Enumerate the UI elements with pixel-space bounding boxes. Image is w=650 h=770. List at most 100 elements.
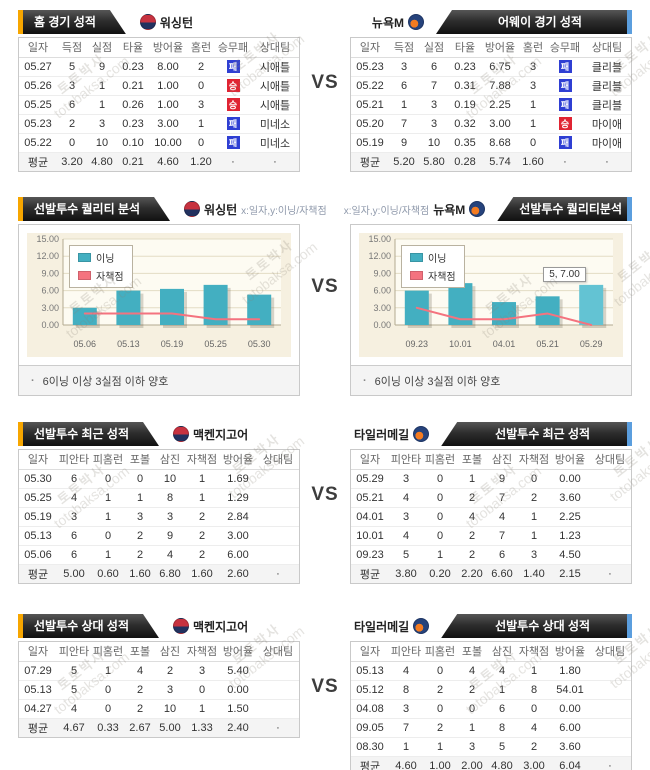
table-cell: 10 xyxy=(419,133,449,153)
table-cell: 3 xyxy=(419,95,449,115)
loss-badge: 패 xyxy=(226,136,240,149)
column-header: 상대팀 xyxy=(589,642,631,662)
table-cell: 8.68 xyxy=(481,133,519,153)
table-cell: 평균 xyxy=(19,717,57,737)
legend-label: 자책점 xyxy=(428,272,456,283)
table-cell: 클리블 xyxy=(583,95,631,115)
section-pitcher-recent: 선발투수 최근 성적 맥켄지고어 일자 피안타 피홈런 포볼 삼진 자책점 방어율 상대팀 0… xyxy=(0,422,650,584)
table-cell: 1 xyxy=(185,488,219,508)
home-team-name: 워싱턴 xyxy=(204,202,238,217)
table-cell: 0 xyxy=(457,699,487,719)
panel-header: 타일러메길 선발투수 상대 성적 xyxy=(350,614,632,638)
table-cell: 0 xyxy=(187,133,215,153)
column-header: 방어율 xyxy=(149,38,187,58)
table-row: 05.22 6 7 0.31 7.88 3 패 클리블 xyxy=(351,76,631,96)
table-cell: 6.00 xyxy=(219,545,257,565)
table-cell: 6 xyxy=(389,76,419,96)
table-cell: 패 xyxy=(547,95,583,115)
panel-header: 타일러메길 선발투수 최근 성적 xyxy=(350,422,632,446)
table-cell: 10 xyxy=(155,699,185,719)
table-cell: 마이애 xyxy=(583,114,631,134)
table-cell: 3 xyxy=(155,680,185,700)
table-cell: 평균 xyxy=(351,563,389,583)
section-title-ribbon: 선발투수 퀄리티 분석 xyxy=(18,197,170,221)
table-cell: 3 xyxy=(419,114,449,134)
panel-header: 홈 경기 성적 워싱턴 xyxy=(18,10,300,34)
table-cell: 0 xyxy=(91,680,125,700)
section-title: 어웨이 경기 성적 xyxy=(498,15,582,29)
table-cell: 0 xyxy=(519,133,547,153)
table-cell: 5.00 xyxy=(57,563,91,583)
table-cell: 2.15 xyxy=(551,563,589,583)
chart-panel: 0.00 3.00 6.00 9.00 12.00 15.00 05.06 05.13 05.1… xyxy=(18,224,300,396)
column-header: 일자 xyxy=(351,450,389,470)
panel-away-record: 뉴욕M 어웨이 경기 성적 일자 득점 실점 타율 방어율 홈런 승무패 상대팀 05.23 3… xyxy=(350,10,632,172)
table-cell: 4 xyxy=(57,488,91,508)
table-cell: 0 xyxy=(57,133,87,153)
table-cell: 7 xyxy=(389,114,419,134)
chart-note-text: 6이닝 이상 3실점 이하 양호 xyxy=(42,375,169,388)
column-header: 포볼 xyxy=(125,450,155,470)
table-cell: 09.23 xyxy=(351,545,389,565)
table-cell: 4 xyxy=(457,661,487,681)
table-cell: 05.26 xyxy=(19,76,57,96)
table-cell: 평균 xyxy=(19,151,57,171)
legend-swatch xyxy=(78,253,91,262)
mets-logo-icon xyxy=(413,426,430,442)
panel-header: 선발투수 상대 성적 맥켄지고어 xyxy=(18,614,300,638)
table-cell: 3 xyxy=(57,76,87,96)
win-badge: 승 xyxy=(226,79,240,92)
table-row: 05.20 7 3 0.32 3.00 1 승 마이애 xyxy=(351,114,631,134)
section-title: 선발투수 최근 성적 xyxy=(34,427,129,441)
svg-text:15.00: 15.00 xyxy=(36,234,59,244)
column-header: 일자 xyxy=(19,38,57,58)
table-row: 04.01 3 0 4 4 1 2.25 xyxy=(351,507,631,527)
table-cell: 08.30 xyxy=(351,737,389,757)
svg-text:0.00: 0.00 xyxy=(373,320,391,330)
table-cell: 1 xyxy=(423,545,457,565)
table-cell: 패 xyxy=(215,114,251,134)
svg-text:6.00: 6.00 xyxy=(373,286,391,296)
column-header: 승무패 xyxy=(547,38,583,58)
table-cell: 05.12 xyxy=(351,680,389,700)
table-cell: 6 xyxy=(57,95,87,115)
table-row: 05.19 3 1 3 3 2 2.84 xyxy=(19,507,299,527)
mets-logo-icon xyxy=(469,201,486,217)
table-cell: 5 xyxy=(57,680,91,700)
svg-text:3.00: 3.00 xyxy=(41,303,59,313)
table-cell: 3 xyxy=(389,57,419,77)
table-cell: 0.20 xyxy=(423,563,457,583)
table-cell: 05.30 xyxy=(19,469,57,489)
table-cell: 1.69 xyxy=(219,469,257,489)
table-cell: 1 xyxy=(87,95,117,115)
table-cell: 4 xyxy=(125,661,155,681)
home-pitcher-name: 맥켄지고어 xyxy=(193,619,249,634)
table-cell: 클리블 xyxy=(583,57,631,77)
table-cell: 3 xyxy=(185,661,219,681)
table-cell: 07.29 xyxy=(19,661,57,681)
chart-legend: 이닝 자책점 xyxy=(401,245,465,288)
table-cell: 5.80 xyxy=(419,151,449,171)
table-cell: 3.00 xyxy=(219,526,257,546)
axis-hint: x:일자,y:이닝/자책점 xyxy=(343,205,430,217)
table-body: 05.27 5 9 0.23 8.00 2 패 시애틀 05.26 3 1 0.21 1.00 0 승 시애틀… xyxy=(19,57,299,171)
table-cell: 2.25 xyxy=(481,95,519,115)
table-cell: 9 xyxy=(87,57,117,77)
table-container: 일자 피안타 피홈런 포볼 삼진 자책점 방어율 상대팀 05.13 4 0 4 4 1 1.80 05.1… xyxy=(350,641,632,770)
table-cell: 패 xyxy=(547,57,583,77)
section-title-ribbon: 선발투수 상대 성적 xyxy=(18,614,159,638)
table-cell: 0 xyxy=(423,526,457,546)
column-header: 삼진 xyxy=(487,642,517,662)
table-cell: 0.23 xyxy=(117,114,149,134)
table-cell: 2 xyxy=(125,545,155,565)
table-cell: 4 xyxy=(487,661,517,681)
table-cell: 6 xyxy=(419,57,449,77)
section-title: 선발투수 퀄리티 분석 xyxy=(34,202,141,216)
legend-label: 자책점 xyxy=(96,272,124,283)
table-cell xyxy=(257,680,299,700)
table-cell: 2 xyxy=(125,680,155,700)
chart-legend: 이닝 자책점 xyxy=(69,245,133,288)
column-header: 포볼 xyxy=(457,642,487,662)
table-cell: 평균 xyxy=(351,151,389,171)
table-cell: 05.21 xyxy=(351,488,389,508)
